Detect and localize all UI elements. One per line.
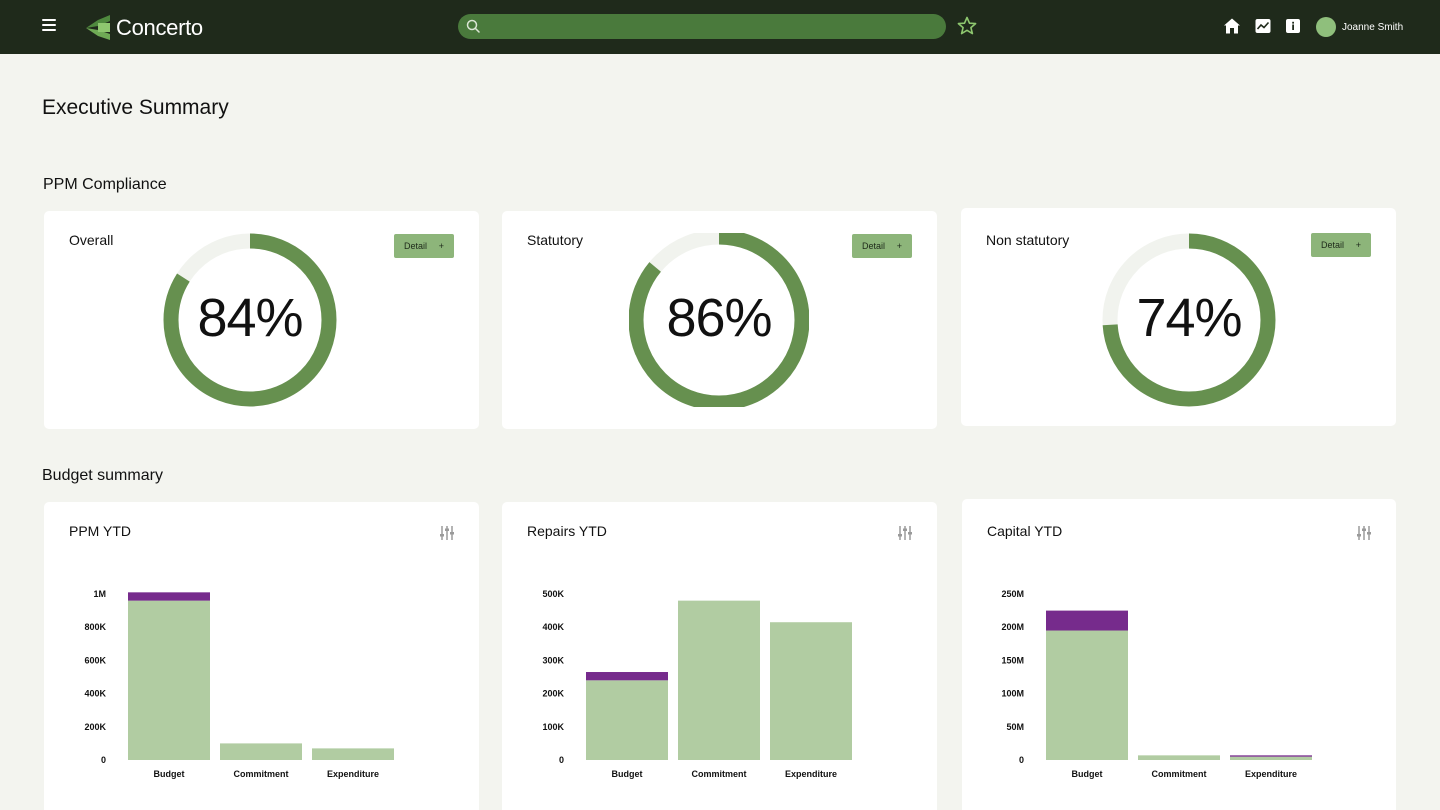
donut-percent-label: 86% [666,288,772,348]
budget-card-capital: Capital YTD 0 50M 100M 150M 200M 250M Budget Co… [962,499,1396,810]
y-tick-label: 250M [1001,589,1024,599]
y-tick-label: 200K [542,689,564,699]
x-category-label: Commitment [691,769,746,779]
plus-icon: + [896,241,902,251]
menu-icon[interactable] [42,19,56,33]
user-name: Joanne Smith [1342,21,1404,33]
section-title-compliance: PPM Compliance [43,176,167,193]
x-category-label: Expenditure [1245,769,1297,779]
bar-expenditure-overlay[interactable] [1230,755,1312,757]
y-tick-label: 150M [1001,655,1024,665]
detail-button-label: Detail [404,241,428,251]
bar-chart-capital: 0 50M 100M 150M 200M 250M Budget Commitment Expe… [1001,589,1312,779]
plus-icon: + [1355,240,1361,250]
user-menu[interactable]: Joanne Smith [1316,16,1403,38]
x-category-label: Budget [1072,769,1103,779]
budget-card-ppm: PPM YTD 0 200K 400K 600K 800K 1M Budget Commitm… [44,502,479,810]
y-tick-label: 200M [1001,622,1024,632]
bar-expenditure[interactable] [1230,756,1312,760]
compliance-card-overall: Overall 84% Detail + [44,211,479,429]
donut-percent-label: 74% [1136,288,1242,348]
y-tick-label: 600K [84,655,106,665]
y-tick-label: 400K [84,689,106,699]
y-tick-label: 100M [1001,689,1024,699]
donut-chart [629,233,809,407]
donut-chart [1102,233,1276,407]
x-category-label: Expenditure [327,769,379,779]
top-bar: Concerto Joanne Smith [0,0,1440,54]
chart-title: Repairs YTD [527,523,607,539]
search-input[interactable] [488,14,938,39]
detail-button-label: Detail [1321,240,1345,250]
analytics-icon[interactable] [1254,17,1272,35]
detail-button[interactable]: Detail + [1311,233,1371,257]
detail-button[interactable]: Detail + [852,234,912,258]
donut-chart [163,233,337,407]
y-tick-label: 50M [1006,722,1024,732]
chart-title: Capital YTD [987,523,1063,539]
bar-budget[interactable] [586,680,668,760]
bar-chart-ppm: 0 200K 400K 600K 800K 1M Budget Commitment Expen… [84,589,394,779]
budget-card-repairs: Repairs YTD 0 100K 200K 300K 400K 500K Budget C… [502,502,937,810]
card-title: Statutory [527,232,584,248]
filter-settings-icon[interactable] [439,525,455,541]
y-tick-label: 1M [93,589,106,599]
x-category-label: Expenditure [785,769,837,779]
bar-budget[interactable] [128,600,210,760]
y-tick-label: 200K [84,722,106,732]
app-name: Concerto [116,15,203,40]
y-tick-label: 100K [542,722,564,732]
page-title: Executive Summary [42,96,229,119]
compliance-card-non-statutory: Non statutory 74% Detail + [961,208,1396,426]
info-icon[interactable] [1284,17,1302,35]
y-tick-label: 400K [542,622,564,632]
compliance-card-statutory: Statutory 86% Detail + [502,211,937,429]
bar-budget-overlay[interactable] [586,672,668,681]
y-tick-label: 500K [542,589,564,599]
detail-button-label: Detail [862,241,886,251]
donut-arc [629,233,809,407]
donut-percent-label: 84% [197,288,303,348]
bar-commitment[interactable] [220,743,302,760]
donut-arc [163,233,337,407]
x-category-label: Budget [612,769,643,779]
section-title-budget: Budget summary [42,467,163,484]
y-tick-label: 300K [542,655,564,665]
bar-chart-repairs: 0 100K 200K 300K 400K 500K Budget Commitment Exp… [542,589,852,779]
bar-commitment[interactable] [1138,755,1220,760]
bar-budget-overlay[interactable] [1046,610,1128,631]
detail-button[interactable]: Detail + [394,234,454,258]
y-tick-label: 0 [101,755,106,765]
card-title: Overall [69,232,114,248]
card-title: Non statutory [986,232,1070,248]
bar-budget-overlay[interactable] [128,592,210,601]
filter-settings-icon[interactable] [897,525,913,541]
home-icon[interactable] [1223,17,1241,35]
favorite-star-icon[interactable] [957,16,977,36]
bar-expenditure[interactable] [312,748,394,760]
filter-settings-icon[interactable] [1356,525,1372,541]
x-category-label: Commitment [1151,769,1206,779]
bar-commitment[interactable] [678,600,760,760]
y-tick-label: 0 [1019,755,1024,765]
search-bar[interactable] [458,14,946,39]
x-category-label: Commitment [233,769,288,779]
y-tick-label: 0 [559,755,564,765]
y-tick-label: 800K [84,622,106,632]
chart-title: PPM YTD [69,523,131,539]
plus-icon: + [438,241,444,251]
app-logo[interactable]: Concerto [86,14,203,42]
logo-icon [86,15,110,40]
search-icon [466,19,480,33]
x-category-label: Budget [154,769,185,779]
avatar [1316,17,1336,37]
donut-arc [1102,233,1276,407]
bar-budget[interactable] [1046,630,1128,760]
bar-expenditure[interactable] [770,622,852,760]
